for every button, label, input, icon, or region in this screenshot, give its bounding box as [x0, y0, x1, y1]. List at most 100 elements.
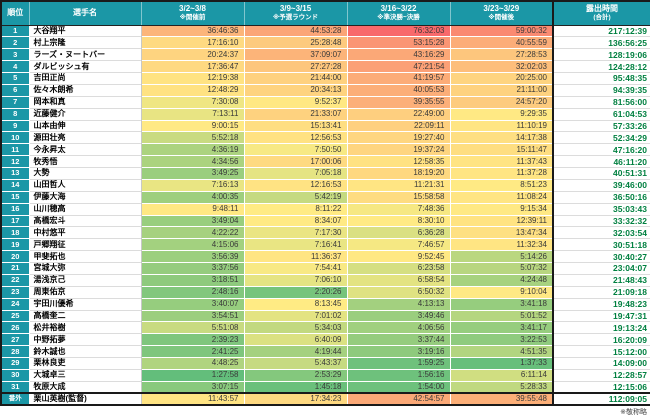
table-row: 21 宮城大弥 3:37:56 7:54:41 6:23:58 5:07:32 23:04:…	[1, 262, 650, 275]
time-cell: 22:09:11	[346, 119, 450, 132]
time-cell: 9:52:45	[346, 250, 450, 263]
total-time-cell: 30:51:18	[552, 238, 650, 251]
time-cell: 6:36:28	[346, 226, 450, 239]
total-time-cell: 30:40:27	[552, 250, 650, 263]
time-cell: 12:58:35	[346, 155, 450, 168]
time-cell: 25:28:48	[243, 36, 347, 49]
time-cell: 7:30:08	[140, 95, 244, 109]
player-name-cell: 大城卓三	[29, 368, 142, 382]
total-time-cell: 61:04:53	[552, 107, 650, 120]
time-cell: 22:49:00	[346, 107, 450, 120]
rank-cell: 27	[1, 333, 30, 346]
time-cell: 3:19:16	[346, 345, 450, 358]
time-cell: 2:53:29	[243, 368, 347, 382]
time-cell: 27:27:28	[243, 60, 347, 73]
time-cell: 4:51:35	[449, 345, 553, 358]
table-row: 18 中村悠平 4:22:22 7:17:30 6:36:28 13:47:34 32:03…	[1, 226, 650, 239]
time-cell: 17:34:23	[243, 392, 347, 406]
time-cell: 6:50:32	[346, 285, 450, 299]
total-time-cell: 16:20:09	[552, 333, 650, 346]
player-name-cell: 山本由伸	[29, 119, 142, 132]
time-cell: 9:00:15	[140, 119, 244, 132]
player-name-cell: 宮城大弥	[29, 262, 142, 275]
time-cell: 1:37:33	[449, 357, 553, 370]
time-cell: 11:10:19	[449, 119, 553, 132]
time-cell: 20:25:00	[449, 72, 553, 85]
total-time-cell: 39:46:00	[552, 178, 650, 192]
total-time-cell: 21:09:18	[552, 285, 650, 299]
time-cell: 12:19:38	[140, 72, 244, 85]
table-row: 19 戸郷翔征 4:15:06 7:16:41 7:46:57 11:32:34 30:51…	[1, 238, 650, 251]
time-cell: 3:37:44	[346, 333, 450, 346]
time-cell: 3:41:18	[449, 297, 553, 310]
footnote: ※敬称略	[620, 409, 647, 417]
rank-cell: 1	[1, 24, 30, 37]
time-cell: 8:11:22	[243, 202, 347, 215]
time-cell: 5:07:32	[449, 262, 553, 275]
rank-cell: 31	[1, 380, 30, 394]
header-cell-2: 3/2~3/8 ※開催前	[140, 1, 244, 26]
table-row: 28 鈴木誠也 2:41:25 4:19:44 3:19:16 4:51:35 15:12:…	[1, 345, 650, 358]
time-cell: 9:48:11	[140, 202, 244, 215]
time-cell: 11:32:34	[449, 238, 553, 251]
time-cell: 1:59:25	[346, 357, 450, 370]
time-cell: 11:36:37	[243, 250, 347, 263]
total-time-cell: 19:48:23	[552, 297, 650, 310]
rank-cell: 17	[1, 214, 30, 227]
rank-cell: 14	[1, 178, 30, 192]
time-cell: 41:19:57	[346, 72, 450, 85]
time-cell: 6:40:09	[243, 333, 347, 346]
time-cell: 7:17:30	[243, 226, 347, 239]
total-time-cell: 94:39:35	[552, 83, 650, 97]
player-name-cell: 牧秀悟	[29, 155, 142, 168]
total-time-cell: 19:13:24	[552, 321, 650, 334]
rank-cell: 8	[1, 107, 30, 120]
time-cell: 14:17:38	[449, 131, 553, 144]
time-cell: 5:34:03	[243, 321, 347, 334]
rank-cell: 26	[1, 321, 30, 334]
header-cell-3: 3/9~3/15 ※予選ラウンド	[243, 1, 347, 26]
time-cell: 6:58:54	[346, 273, 450, 287]
time-cell: 8:13:45	[243, 297, 347, 310]
total-time-cell: 21:48:43	[552, 273, 650, 287]
player-name-cell: 髙橋宏斗	[29, 214, 142, 227]
time-cell: 37:09:07	[243, 48, 347, 61]
time-cell: 21:11:00	[449, 83, 553, 97]
time-cell: 8:51:23	[449, 178, 553, 192]
time-cell: 3:40:07	[140, 297, 244, 310]
time-cell: 4:00:35	[140, 190, 244, 204]
player-name-cell: 村上宗隆	[29, 36, 142, 49]
time-cell: 3:22:53	[449, 333, 553, 346]
time-cell: 53:15:28	[346, 36, 450, 49]
rank-cell: 9	[1, 119, 30, 132]
total-time-cell: 217:12:39	[552, 24, 650, 37]
time-cell: 4:34:56	[140, 155, 244, 168]
header-label: 3/23~3/29	[483, 4, 520, 14]
time-cell: 17:36:47	[140, 60, 244, 73]
time-cell: 7:16:13	[140, 178, 244, 192]
time-cell: 4:48:25	[140, 357, 244, 370]
time-cell: 40:05:53	[346, 83, 450, 97]
rank-cell: 20	[1, 250, 30, 263]
total-time-cell: 12:15:06	[552, 380, 650, 394]
time-cell: 7:05:18	[243, 167, 347, 180]
time-cell: 24:57:20	[449, 95, 553, 109]
time-cell: 4:13:13	[346, 297, 450, 310]
table-row: 9 山本由伸 9:00:15 15:13:41 22:09:11 11:10:19 57:3…	[1, 119, 650, 132]
rank-cell: 4	[1, 60, 30, 73]
time-cell: 3:18:51	[140, 273, 244, 287]
player-name-cell: 中野拓夢	[29, 333, 142, 346]
header-label: 3/2~3/8	[179, 4, 206, 14]
time-cell: 5:01:52	[449, 309, 553, 322]
player-name-cell: 山川穂高	[29, 202, 142, 215]
header-sublabel: (合計)	[593, 14, 611, 22]
time-cell: 4:06:56	[346, 321, 450, 334]
time-cell: 3:49:04	[140, 214, 244, 227]
header-cell-5: 3/23~3/29 ※開催後	[449, 1, 553, 26]
time-cell: 9:29:35	[449, 107, 553, 120]
rank-cell: 12	[1, 155, 30, 168]
header-sublabel: ※開催前	[179, 14, 206, 22]
time-cell: 5:28:33	[449, 380, 553, 394]
time-cell: 11:37:43	[449, 155, 553, 168]
